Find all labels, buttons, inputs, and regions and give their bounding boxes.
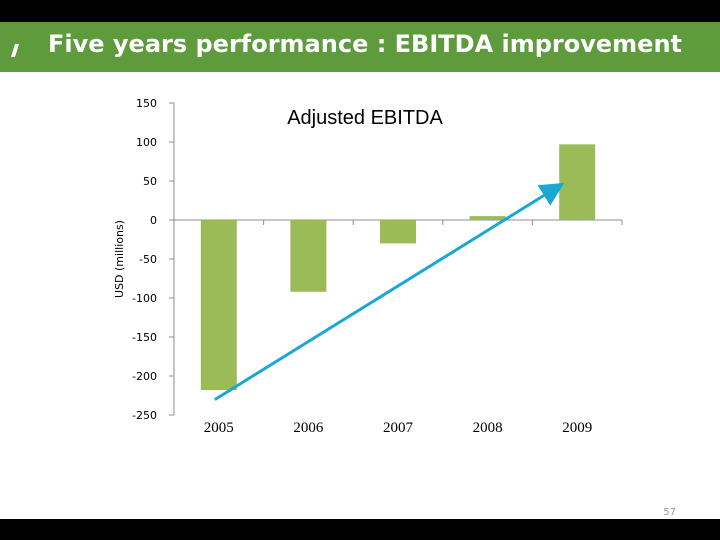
title-bar: Five years performance : EBITDA improvem…: [0, 22, 720, 72]
x-tick-label: 2008: [473, 420, 503, 436]
y-tick-label: 100: [136, 136, 157, 149]
title-bullet-icon: [11, 44, 19, 57]
slide: Five years performance : EBITDA improvem…: [0, 22, 720, 519]
x-tick-label: 2007: [383, 420, 414, 436]
bar-2007: [380, 220, 416, 244]
y-tick-label: -100: [132, 292, 157, 305]
y-tick-label: 50: [143, 175, 157, 188]
bar-2005: [200, 220, 237, 391]
y-tick-label: 0: [150, 214, 157, 227]
bar-2008: [469, 216, 506, 220]
x-tick-label: 2009: [562, 420, 592, 436]
y-tick-label: 150: [136, 97, 157, 110]
trend-arrow: [214, 182, 565, 401]
y-tick-label: -250: [132, 409, 157, 422]
x-tick-label: 2005: [204, 420, 234, 436]
y-axis-title: USD (millions): [113, 220, 126, 298]
y-tick-label: -50: [139, 253, 157, 266]
slide-title: Five years performance : EBITDA improvem…: [48, 30, 682, 58]
bar-2006: [290, 220, 327, 292]
x-tick-label: 2006: [293, 420, 324, 436]
y-tick-label: -200: [132, 370, 157, 383]
bar-2009: [559, 144, 596, 220]
y-tick-label: -150: [132, 331, 157, 344]
page-number: 57: [663, 507, 676, 518]
chart-title: Adjusted EBITDA: [287, 107, 443, 129]
